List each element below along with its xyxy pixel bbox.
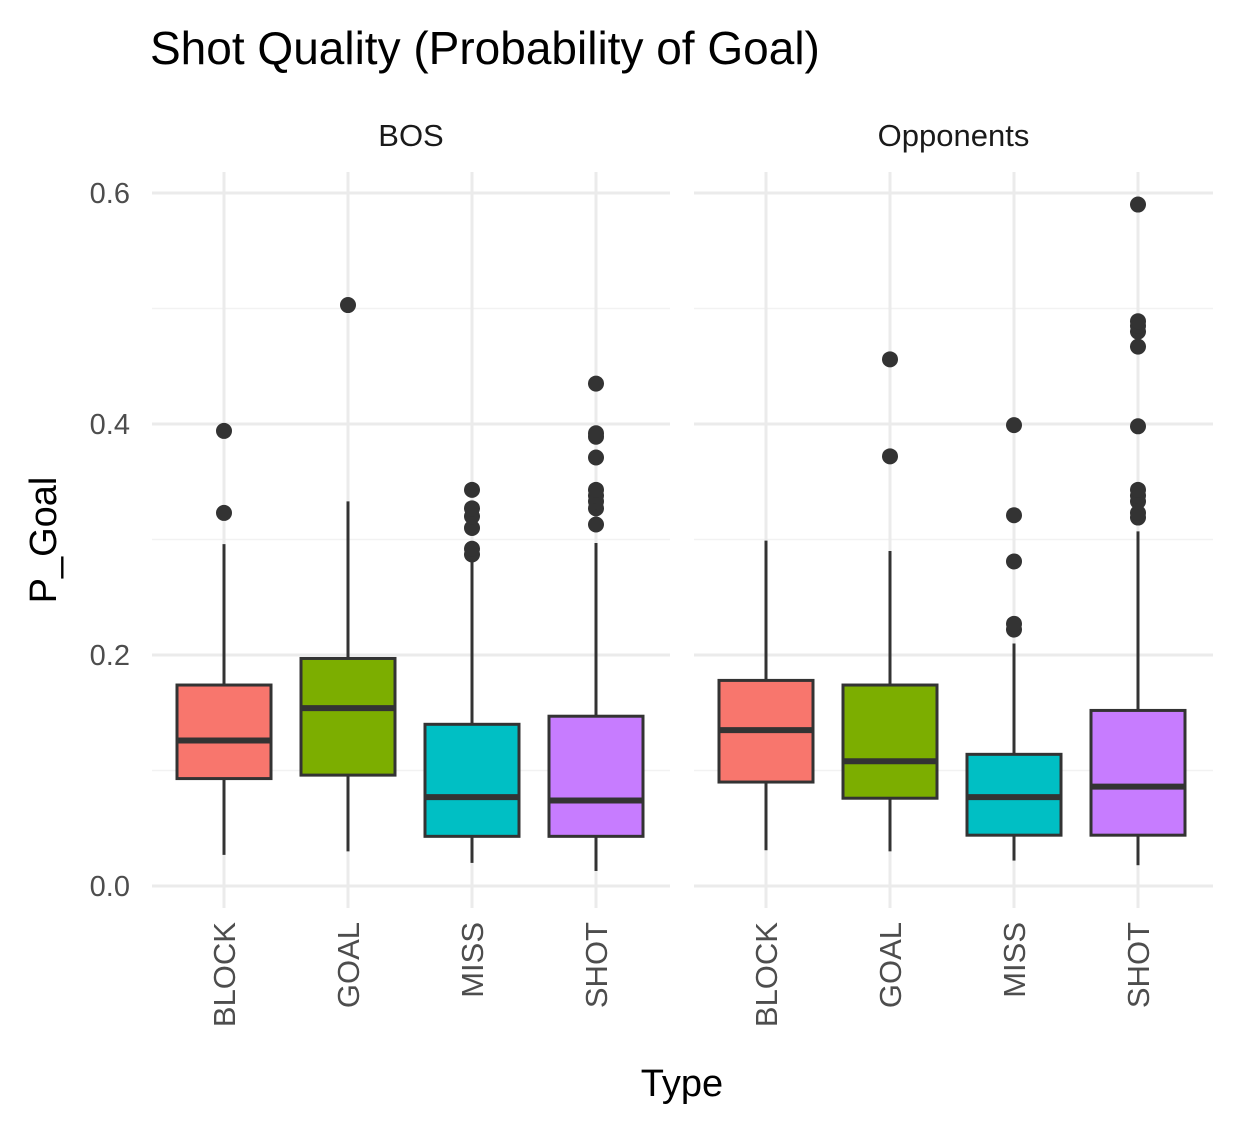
outlier-point bbox=[588, 481, 604, 498]
y-tick-label: 0.2 bbox=[90, 640, 130, 672]
outlier-point bbox=[1006, 507, 1022, 524]
outlier-point bbox=[464, 519, 480, 536]
outlier-point bbox=[216, 422, 232, 439]
box-miss: MISS bbox=[965, 417, 1063, 998]
iqr-box bbox=[299, 656, 397, 777]
x-tick-label: MISS bbox=[455, 922, 490, 998]
facet-opponents: Opponents BLOCK GOAL MISS SHOT bbox=[694, 118, 1213, 1027]
x-tick-label: SHOT bbox=[1121, 922, 1156, 1008]
outlier-point bbox=[1130, 338, 1146, 355]
box-shot: SHOT bbox=[547, 375, 645, 1008]
box-miss: MISS bbox=[423, 481, 521, 998]
x-tick-label: SHOT bbox=[579, 922, 614, 1008]
outlier-point bbox=[1130, 504, 1146, 521]
facet-label: BOS bbox=[378, 118, 443, 153]
box-goal: GOAL bbox=[841, 351, 939, 1008]
box-goal: GOAL bbox=[299, 297, 397, 1008]
iqr-box bbox=[1089, 708, 1187, 837]
outlier-point bbox=[588, 449, 604, 466]
x-axis-title: Type bbox=[641, 1063, 723, 1105]
y-tick-label: 0.6 bbox=[90, 178, 130, 210]
iqr-box bbox=[423, 722, 521, 838]
outlier-point bbox=[588, 516, 604, 533]
x-tick-label: BLOCK bbox=[749, 922, 784, 1027]
outlier-point bbox=[1006, 417, 1022, 434]
outlier-point bbox=[464, 540, 480, 557]
y-tick-label: 0.4 bbox=[90, 409, 130, 441]
x-tick-label: GOAL bbox=[331, 922, 366, 1008]
box-block: BLOCK bbox=[717, 540, 815, 1027]
iqr-box bbox=[841, 683, 939, 800]
outlier-point bbox=[1130, 196, 1146, 213]
outlier-point bbox=[1006, 615, 1022, 632]
outlier-point bbox=[588, 425, 604, 442]
outlier-point bbox=[464, 500, 480, 517]
box-block: BLOCK bbox=[175, 422, 273, 1027]
x-tick-label: GOAL bbox=[873, 922, 908, 1008]
outlier-point bbox=[588, 375, 604, 392]
outlier-point bbox=[464, 481, 480, 498]
outlier-point bbox=[1006, 553, 1022, 570]
outlier-point bbox=[882, 448, 898, 465]
outlier-point bbox=[1130, 481, 1146, 498]
iqr-box bbox=[175, 683, 273, 781]
facet-bos: BOS 0.0 0.2 0.4 0.6 BLOCK GOAL MISS SHOT bbox=[90, 118, 670, 1027]
x-tick-label: MISS bbox=[997, 922, 1032, 998]
iqr-box bbox=[547, 714, 645, 838]
outlier-point bbox=[1130, 418, 1146, 435]
outlier-point bbox=[882, 351, 898, 368]
chart-title: Shot Quality (Probability of Goal) bbox=[150, 22, 820, 74]
outlier-point bbox=[216, 504, 232, 521]
x-tick-label: BLOCK bbox=[207, 922, 242, 1027]
box-shot: SHOT bbox=[1089, 196, 1187, 1008]
facet-label: Opponents bbox=[878, 118, 1030, 153]
y-axis-title: P_Goal bbox=[23, 477, 65, 604]
outlier-point bbox=[340, 297, 356, 314]
y-tick-label: 0.0 bbox=[90, 871, 130, 903]
outlier-point bbox=[1130, 313, 1146, 330]
